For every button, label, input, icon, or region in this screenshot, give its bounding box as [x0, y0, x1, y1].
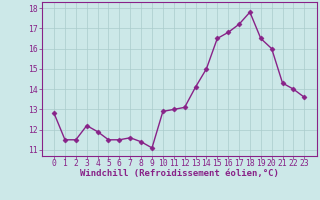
X-axis label: Windchill (Refroidissement éolien,°C): Windchill (Refroidissement éolien,°C)	[80, 169, 279, 178]
